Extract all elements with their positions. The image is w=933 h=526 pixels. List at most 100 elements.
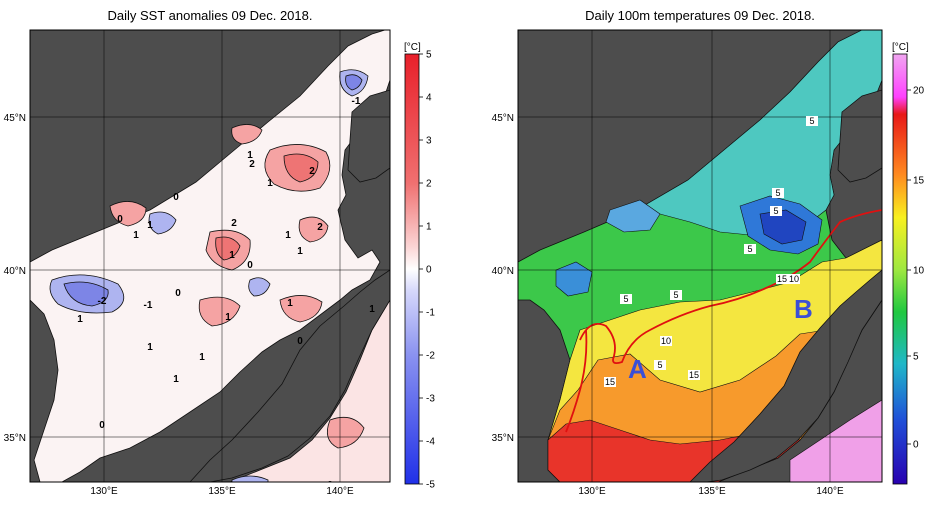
colorbar-tick-label: 5: [913, 352, 919, 363]
contour-label: 1: [133, 230, 139, 241]
colorbar-tick-label: -4: [426, 437, 435, 448]
right-front-line: [579, 209, 882, 365]
colorbar-tick-label: 20: [913, 86, 925, 97]
contour-label: 0: [247, 260, 253, 271]
contour-label: 15: [605, 377, 615, 387]
contour-label: 10: [661, 336, 671, 346]
contour-label-bg: [688, 370, 700, 380]
contour-label-bg: [772, 188, 784, 198]
colorbar-tick-label: -1: [426, 308, 435, 319]
left-hokkaido-land: [347, 89, 390, 183]
colorbar-tick-label: 2: [426, 179, 432, 190]
right-grid: [518, 30, 882, 482]
contour-label-bg: [770, 206, 782, 216]
contour-label: 5: [773, 206, 778, 216]
left-lon-tick: 140°E: [326, 486, 354, 497]
left-lat-tick: 40°N: [4, 266, 26, 277]
contour-label: 1: [267, 178, 273, 189]
contour-label: 1: [173, 374, 179, 385]
right-colorbar: [°C] 20 15 10 5 0: [892, 42, 925, 485]
colorbar-tick-label: -2: [426, 351, 435, 362]
contour-label: 1: [247, 150, 253, 161]
contour-label: 5: [657, 360, 662, 370]
colorbar-tick-label: 1: [426, 222, 432, 233]
contour-label: -1: [352, 96, 361, 107]
marker-b: B: [794, 294, 813, 324]
colorbar-tick-label: 4: [426, 93, 432, 104]
left-map-frame: [29, 29, 391, 483]
left-lon-ticks: 130°E 135°E 140°E: [90, 486, 354, 497]
contour-label: 15: [777, 274, 787, 284]
right-map-frame: [517, 29, 883, 483]
right-lon-ticks: 130°E 135°E 140°E: [578, 486, 844, 497]
contour-label-bg: [660, 336, 672, 346]
contour-label: -1: [144, 300, 153, 311]
colorbar-tick-label: -5: [426, 480, 435, 491]
colorbar-tick-label: 3: [426, 136, 432, 147]
contour-label-bg: [806, 116, 818, 126]
contour-label-bg: [620, 294, 632, 304]
left-lat-tick: 45°N: [4, 113, 26, 124]
right-lat-ticks: 45°N 40°N 35°N: [492, 113, 514, 444]
right-front-line-south: [565, 329, 588, 433]
right-colorbar-unit: [°C]: [892, 42, 909, 53]
contour-label: 1: [77, 314, 83, 325]
contour-label: 2: [327, 480, 333, 491]
right-cold-north: [605, 199, 661, 233]
right-cold-west: [555, 261, 593, 297]
contour-label-bg: [744, 244, 756, 254]
contour-label: 5: [775, 188, 780, 198]
left-lat-tick: 35°N: [4, 433, 26, 444]
contour-label: 0: [99, 420, 105, 431]
contour-label: 0: [117, 214, 123, 225]
contour-label: 5: [809, 116, 814, 126]
left-lon-tick: 135°E: [208, 486, 236, 497]
right-japan-land: [689, 269, 882, 482]
contour-label: 1: [199, 352, 205, 363]
left-map-title: Daily SST anomalies 09 Dec. 2018.: [107, 8, 313, 23]
left-lat-ticks: 45°N 40°N 35°N: [4, 113, 26, 444]
marker-a: A: [628, 354, 647, 384]
left-colorbar-unit: [°C]: [404, 42, 421, 53]
contour-label: -2: [98, 296, 107, 307]
contour-label: 2: [309, 166, 315, 177]
right-cold-core-deep: [759, 209, 807, 245]
contour-label: 2: [317, 222, 323, 233]
contour-label: 2: [231, 218, 237, 229]
colorbar-tick-label: 5: [426, 50, 432, 61]
contour-label: 5: [673, 290, 678, 300]
contour-label: 0: [173, 192, 179, 203]
right-lat-tick: 45°N: [492, 113, 514, 124]
contour-label-bg: [654, 360, 666, 370]
left-strong-negative-patches: [63, 74, 363, 307]
contour-label: 1: [147, 342, 153, 353]
colorbar-tick-label: 0: [913, 440, 919, 451]
contour-label: 0: [297, 336, 303, 347]
contour-label-bg: [788, 274, 800, 284]
right-lon-tick: 140°E: [816, 486, 844, 497]
right-map-title: Daily 100m temperatures 09 Dec. 2018.: [585, 8, 815, 23]
contour-label: 1: [225, 312, 231, 323]
right-lon-tick: 130°E: [578, 486, 606, 497]
right-lon-tick: 135°E: [698, 486, 726, 497]
contour-label-bg: [604, 377, 616, 387]
colorbar-tick-label: 10: [913, 266, 925, 277]
left-lon-tick: 130°E: [90, 486, 118, 497]
contour-label: 1: [369, 304, 375, 315]
colorbar-tick-label: -3: [426, 394, 435, 405]
contour-label: 15: [689, 370, 699, 380]
left-colorbar: [°C] 5 4 3 2 1 0 -1 -2 -3 -4 -5: [404, 42, 435, 491]
contour-label: 1: [287, 298, 293, 309]
contour-label: 5: [747, 244, 752, 254]
right-lat-tick: 40°N: [492, 266, 514, 277]
colorbar-tick-label: 15: [913, 176, 925, 187]
contour-label: 10: [789, 274, 799, 284]
contour-label: 1: [229, 250, 235, 261]
contour-label: 0: [175, 288, 181, 299]
left-grid: [30, 30, 390, 482]
contour-label-bg: [670, 290, 682, 300]
